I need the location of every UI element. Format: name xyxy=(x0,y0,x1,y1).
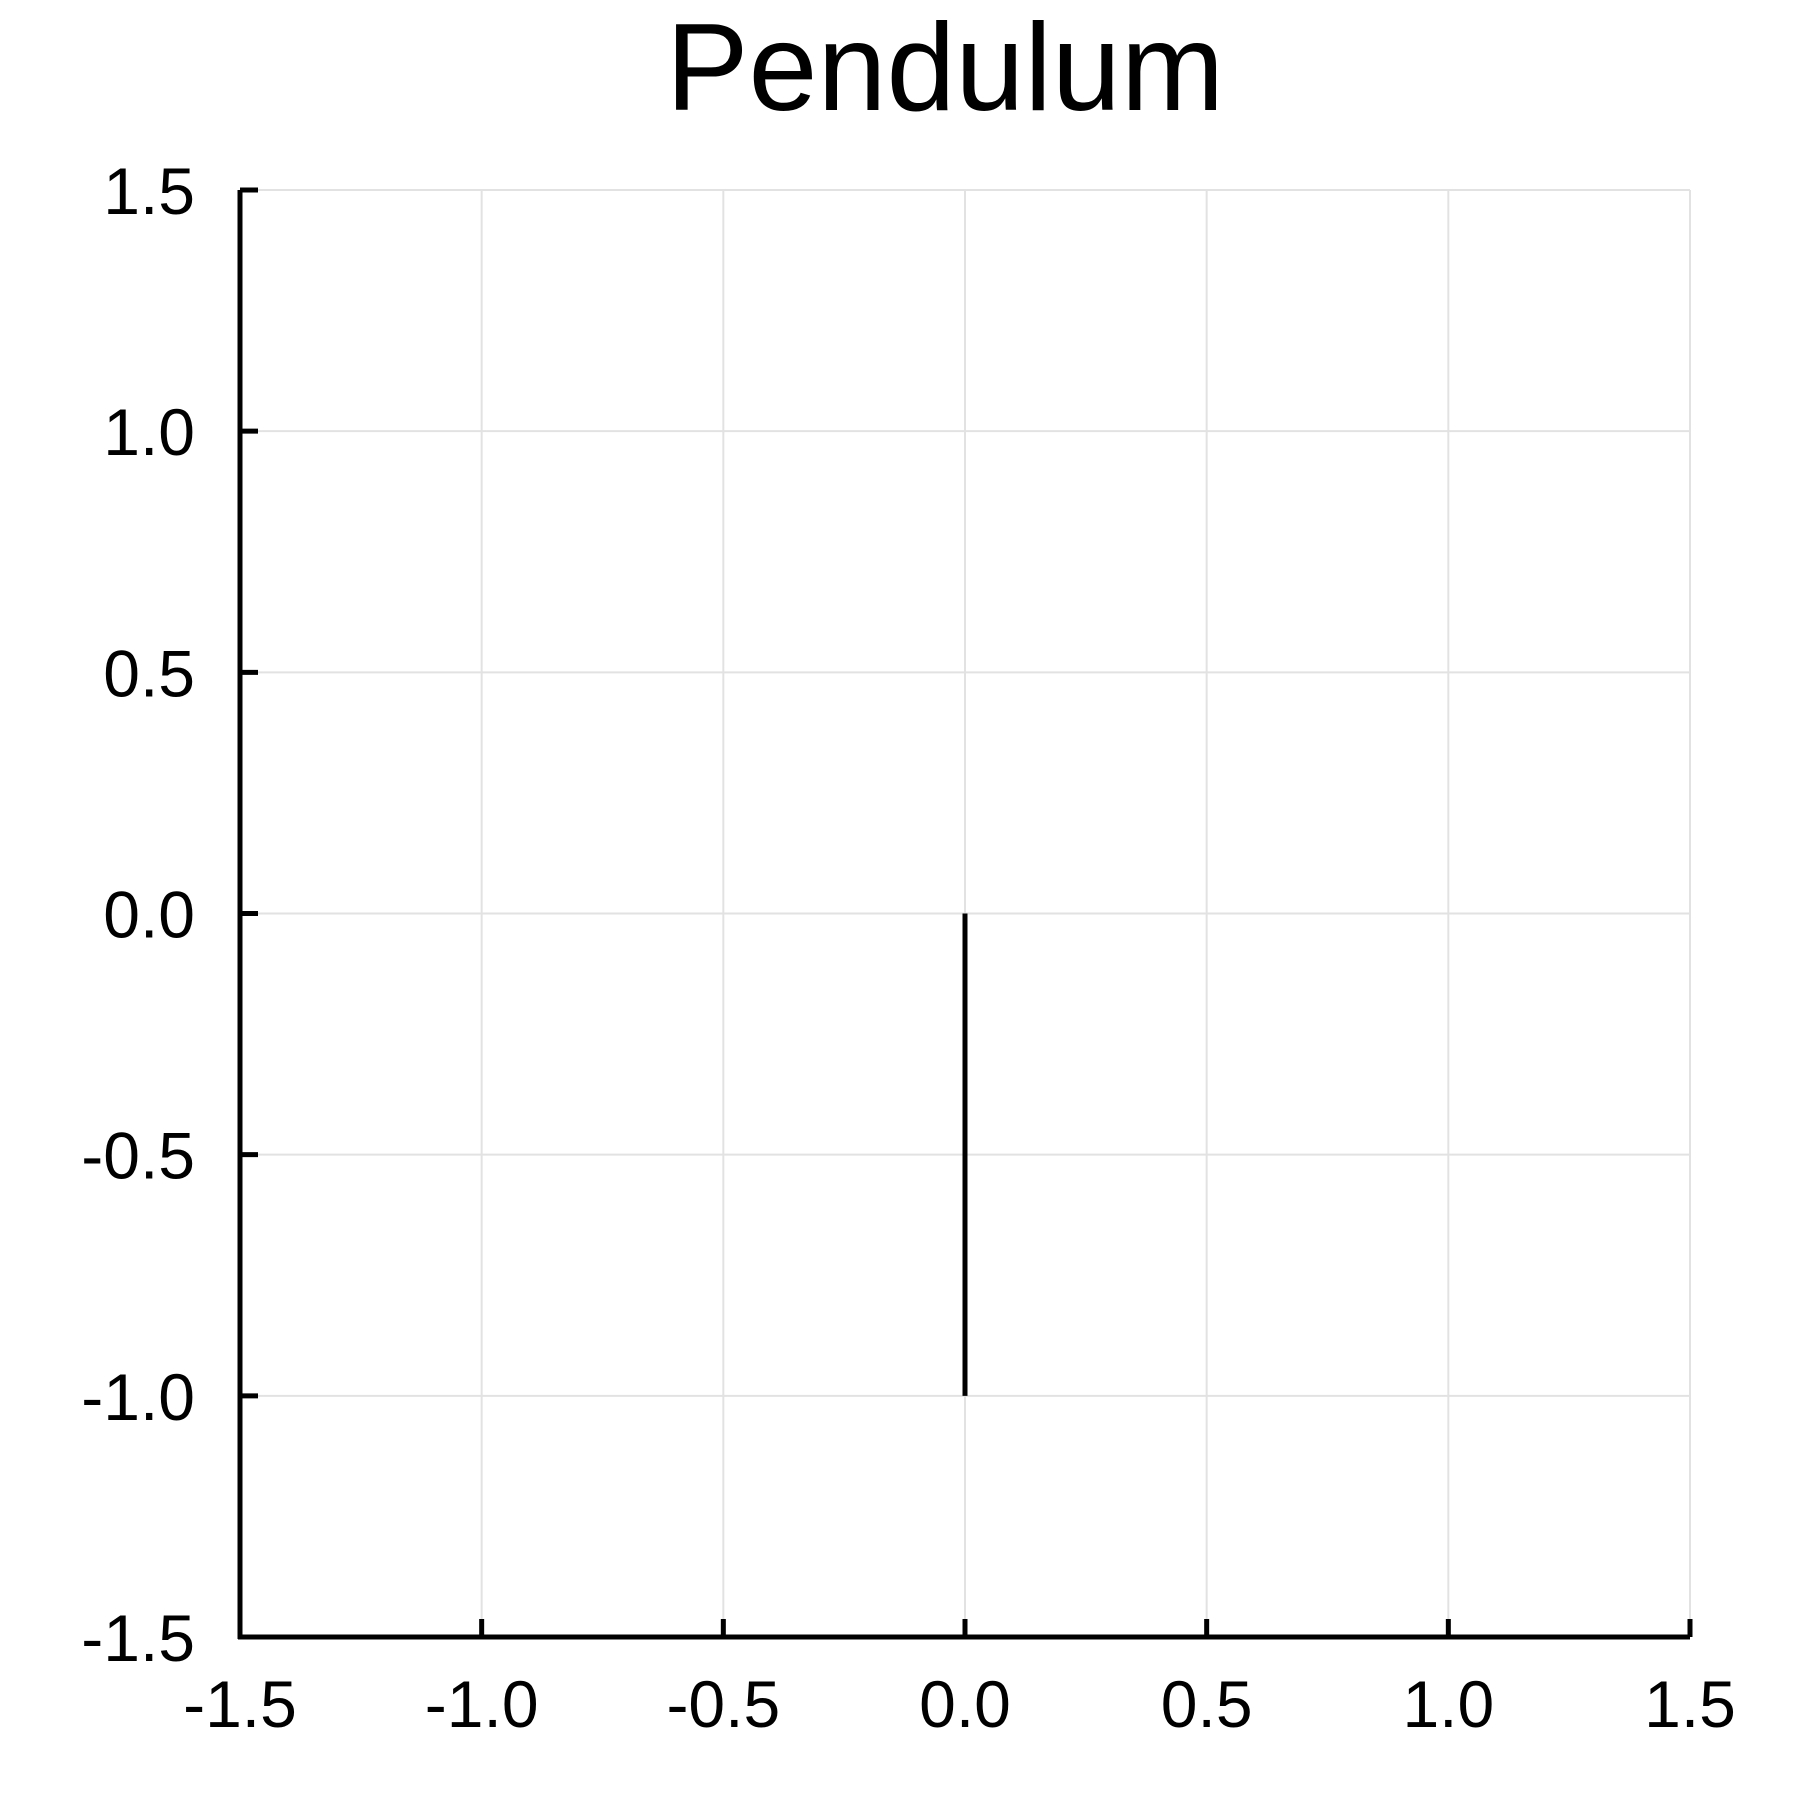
y-tick-label-0: -1.5 xyxy=(81,1601,195,1675)
y-tick-label-3: 0.0 xyxy=(103,878,195,952)
x-tick-label-4: 0.5 xyxy=(1161,1667,1253,1741)
y-tick-label-4: 0.5 xyxy=(103,636,195,710)
x-tick-label-2: -0.5 xyxy=(666,1667,780,1741)
tick-labels: -1.5 -1.0 -0.5 0.0 0.5 1.0 1.5 -1.5 -1.0 -0.5 0.0 0… xyxy=(81,154,1736,1741)
y-tick-label-5: 1.0 xyxy=(103,395,195,469)
y-tick-label-1: -1.0 xyxy=(81,1360,195,1434)
axes xyxy=(237,187,1693,1640)
y-tick-label-2: -0.5 xyxy=(81,1119,195,1193)
x-tick-label-6: 1.5 xyxy=(1644,1667,1736,1741)
x-tick-label-5: 1.0 xyxy=(1402,1667,1494,1741)
x-tick-label-0: -1.5 xyxy=(183,1667,297,1741)
x-tick-label-3: 0.0 xyxy=(919,1667,1011,1741)
grid xyxy=(239,189,1691,1638)
y-tick-label-6: 1.5 xyxy=(103,154,195,228)
chart-title: Pendulum xyxy=(666,0,1224,137)
x-tick-label-1: -1.0 xyxy=(425,1667,539,1741)
